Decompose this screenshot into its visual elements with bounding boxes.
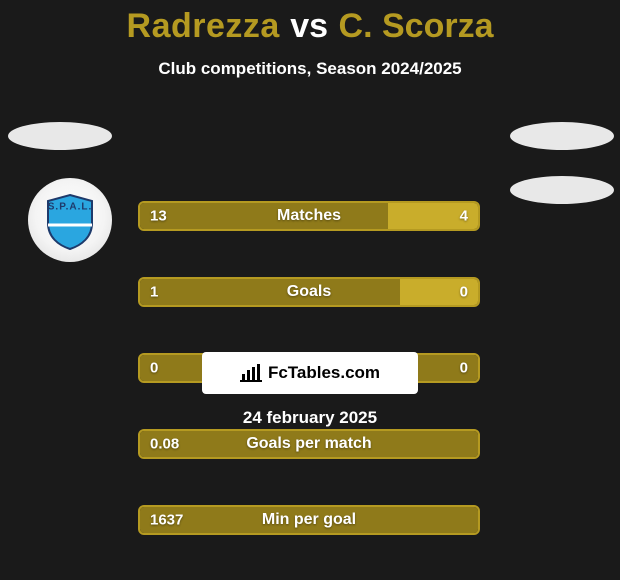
stat-left-segment [140, 431, 478, 457]
badge-text: S.P.A.L. [48, 201, 93, 212]
vs-label: vs [290, 7, 328, 45]
stat-left-value: 0 [150, 360, 158, 377]
stat-left-segment [140, 507, 478, 533]
player1-marker [8, 122, 112, 150]
stat-right-value: 4 [460, 208, 468, 225]
stat-left-value: 13 [150, 208, 167, 225]
branding-content: FcTables.com [240, 363, 380, 383]
player1-club-badge: S.P.A.L. [28, 178, 112, 262]
stat-row: 1637Min per goal [138, 505, 480, 535]
branding-panel: FcTables.com [202, 352, 418, 394]
player2-name: C. Scorza [339, 7, 494, 45]
player1-name: Radrezza [127, 7, 280, 45]
stat-left-segment [140, 203, 388, 229]
player2-marker-top [510, 122, 614, 150]
stat-right-value: 0 [460, 284, 468, 301]
stat-left-value: 0.08 [150, 436, 179, 453]
stat-row: 0.08Goals per match [138, 429, 480, 459]
stat-right-value: 0 [460, 360, 468, 377]
comparison-title: Radrezza vs C. Scorza [0, 0, 620, 45]
stat-left-value: 1637 [150, 512, 183, 529]
stat-row: 10Goals [138, 277, 480, 307]
stat-left-value: 1 [150, 284, 158, 301]
player2-marker-bottom [510, 176, 614, 204]
date-label: 24 february 2025 [0, 408, 620, 428]
subtitle: Club competitions, Season 2024/2025 [0, 59, 620, 79]
stat-row: 134Matches [138, 201, 480, 231]
stat-left-segment [140, 279, 400, 305]
bar-chart-icon [240, 364, 262, 382]
branding-text: FcTables.com [268, 363, 380, 383]
